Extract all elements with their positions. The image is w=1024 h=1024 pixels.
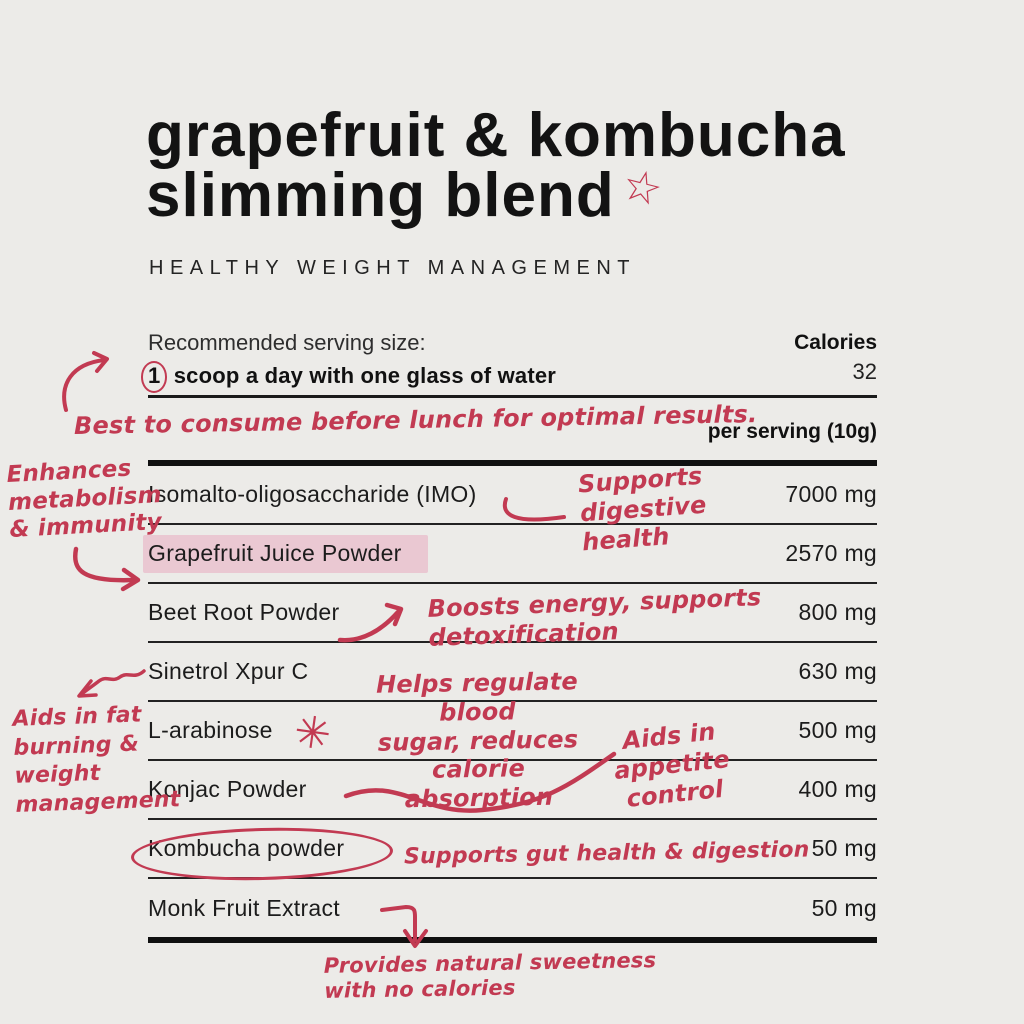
ingredient-name: Beet Root Powder: [148, 599, 340, 625]
ingredient-name: L-arabinose: [148, 717, 273, 743]
table-row: Beet Root Powder 800 mg: [148, 584, 877, 643]
ingredient-name: Monk Fruit Extract: [148, 895, 340, 921]
ingredient-amount: 400 mg: [798, 776, 877, 802]
divider-thick-top: [148, 460, 877, 466]
arrow-to-boosts-note-icon: [336, 600, 410, 646]
ingredient-amount: 800 mg: [798, 599, 877, 625]
squiggle-arrow-sinetrol-icon: [70, 666, 148, 704]
table-row: Konjac Powder 400 mg: [148, 761, 877, 820]
hook-arrow-to-grapefruit-icon: [66, 546, 152, 592]
divider-thick-bottom: [148, 937, 877, 943]
table-row: L-arabinose 500 mg: [148, 702, 877, 761]
ingredient-amount: 7000 mg: [785, 481, 877, 507]
ingredient-name: Isomalto-oligosaccharide (IMO): [148, 481, 477, 507]
ingredient-amount: 500 mg: [798, 717, 877, 743]
title-line1: grapefruit & kombucha: [146, 101, 846, 170]
calories-block: Calories 32: [148, 331, 877, 385]
note-appetite-control: Aids in appetite control: [612, 717, 732, 813]
table-row: Sinetrol Xpur C 630 mg: [148, 643, 877, 702]
ingredient-name: Kombucha powder: [148, 835, 345, 861]
table-row: Isomalto-oligosaccharide (IMO) 7000 mg: [148, 466, 877, 525]
page-title: grapefruit & kombucha slimming blend☆: [146, 105, 846, 232]
asterisk-doodle-icon: ✳: [290, 705, 335, 762]
calories-label: Calories: [794, 331, 877, 354]
note-boosts-energy: Boosts energy, supports detoxification: [427, 583, 762, 652]
ingredient-amount: 630 mg: [798, 658, 877, 684]
divider-thin: [148, 395, 877, 398]
ingredient-name-highlighted: Grapefruit Juice Powder: [143, 534, 428, 573]
ingredient-table: Isomalto-oligosaccharide (IMO) 7000 mg G…: [143, 466, 877, 938]
note-natural-sweetness: Provides natural sweetness with no calor…: [323, 948, 657, 1004]
arrow-monk-fruit-icon: [378, 898, 442, 952]
table-row: Grapefruit Juice Powder 2570 mg: [143, 525, 877, 584]
per-serving-label: per serving (10g): [707, 420, 877, 443]
swoosh-from-imo-icon: [498, 496, 572, 530]
serving-dose: 1 scoop a day with one glass of water: [141, 361, 557, 393]
note-supports-digestive: Supports digestive health: [577, 461, 708, 556]
ingredient-amount: 50 mg: [811, 895, 877, 921]
title-line2: slimming blend: [146, 161, 615, 230]
note-enhances-metabolism: Enhances metabolism & immunity: [5, 455, 163, 544]
circled-one-doodle: 1: [141, 361, 168, 393]
ingredient-name: Konjac Powder: [148, 776, 307, 802]
calories-value: 32: [852, 359, 877, 384]
curved-arrow-to-serving-icon: [58, 350, 122, 414]
ingredient-amount: 50 mg: [811, 835, 877, 861]
serving-info: Recommended serving size: 1 scoop a day …: [141, 330, 557, 393]
serving-dose-text: scoop a day with one glass of water: [173, 363, 557, 388]
table-row: Monk Fruit Extract 50 mg: [148, 879, 877, 938]
ingredient-name: Sinetrol Xpur C: [148, 658, 309, 684]
serving-size-label: Recommended serving size:: [148, 330, 426, 355]
table-row: Kombucha powder 50 mg: [148, 820, 877, 879]
note-aids-fat-burning: Aids in fat burning & weight management: [12, 702, 181, 818]
subtitle: HEALTHY WEIGHT MANAGEMENT: [149, 257, 636, 279]
wavy-line-konjac-icon: [340, 746, 622, 818]
ingredient-amount: 2570 mg: [785, 540, 877, 566]
